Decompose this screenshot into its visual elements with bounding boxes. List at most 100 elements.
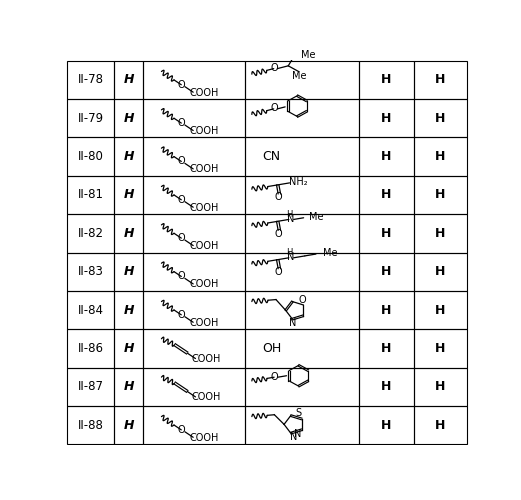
Text: O: O (270, 63, 278, 73)
Text: CN: CN (262, 150, 280, 163)
Text: H: H (381, 342, 392, 355)
Text: NH₂: NH₂ (289, 177, 308, 187)
Text: II-79: II-79 (78, 112, 104, 125)
Text: H: H (381, 112, 392, 125)
Text: O: O (178, 80, 185, 90)
Bar (359, 176, 414, 214)
Bar (114, 329, 143, 368)
Bar (143, 176, 245, 214)
Text: COOH: COOH (189, 202, 218, 212)
Bar (245, 61, 359, 99)
Bar (359, 368, 414, 406)
Text: N: N (294, 428, 301, 438)
Text: II-78: II-78 (78, 74, 104, 86)
Text: O: O (178, 233, 185, 243)
Text: H: H (436, 304, 445, 316)
Text: II-88: II-88 (78, 418, 104, 432)
Text: II-82: II-82 (78, 227, 104, 240)
Bar (67, 176, 114, 214)
Bar (414, 99, 467, 138)
Text: O: O (270, 104, 278, 114)
Bar (414, 368, 467, 406)
Bar (359, 138, 414, 176)
Bar (114, 214, 143, 252)
Text: H: H (436, 188, 445, 202)
Text: COOH: COOH (191, 392, 220, 402)
Text: OH: OH (262, 342, 281, 355)
Bar (143, 368, 245, 406)
Bar (359, 252, 414, 291)
Text: H: H (381, 150, 392, 163)
Bar (245, 252, 359, 291)
Bar (414, 61, 467, 99)
Bar (67, 406, 114, 444)
Bar (114, 406, 143, 444)
Text: S: S (295, 408, 301, 418)
Bar (143, 329, 245, 368)
Bar (67, 99, 114, 138)
Text: H: H (286, 248, 292, 258)
Text: O: O (274, 192, 282, 202)
Text: H: H (123, 227, 134, 240)
Bar (359, 329, 414, 368)
Bar (245, 291, 359, 329)
Bar (245, 368, 359, 406)
Text: II-84: II-84 (78, 304, 104, 316)
Bar (143, 252, 245, 291)
Bar (67, 61, 114, 99)
Bar (359, 291, 414, 329)
Text: II-81: II-81 (78, 188, 104, 202)
Text: COOH: COOH (189, 280, 218, 289)
Text: O: O (274, 228, 282, 238)
Bar (245, 99, 359, 138)
Text: H: H (436, 227, 445, 240)
Bar (359, 99, 414, 138)
Text: COOH: COOH (189, 318, 218, 328)
Bar (359, 61, 414, 99)
Bar (245, 176, 359, 214)
Text: H: H (436, 380, 445, 393)
Text: H: H (286, 210, 292, 219)
Text: H: H (123, 74, 134, 86)
Text: H: H (123, 380, 134, 393)
Text: O: O (178, 156, 185, 166)
Text: COOH: COOH (189, 241, 218, 251)
Text: Me: Me (292, 71, 306, 81)
Bar (359, 406, 414, 444)
Text: II-80: II-80 (78, 150, 104, 163)
Bar (143, 214, 245, 252)
Text: H: H (436, 74, 445, 86)
Text: Me: Me (323, 248, 337, 258)
Bar (414, 214, 467, 252)
Bar (114, 99, 143, 138)
Text: H: H (123, 265, 134, 278)
Bar (67, 252, 114, 291)
Text: II-83: II-83 (78, 265, 104, 278)
Bar (67, 138, 114, 176)
Text: H: H (436, 150, 445, 163)
Text: H: H (123, 150, 134, 163)
Text: H: H (436, 112, 445, 125)
Bar (143, 406, 245, 444)
Bar (67, 329, 114, 368)
Text: O: O (178, 195, 185, 205)
Text: II-86: II-86 (78, 342, 104, 355)
Bar (114, 61, 143, 99)
Text: H: H (381, 265, 392, 278)
Bar (67, 214, 114, 252)
Text: H: H (123, 304, 134, 316)
Bar (143, 99, 245, 138)
Text: H: H (123, 112, 134, 125)
Bar (245, 138, 359, 176)
Bar (245, 329, 359, 368)
Text: H: H (381, 418, 392, 432)
Text: H: H (123, 342, 134, 355)
Text: II-87: II-87 (78, 380, 104, 393)
Text: H: H (381, 227, 392, 240)
Bar (114, 291, 143, 329)
Text: N: N (287, 252, 294, 262)
Text: Me: Me (301, 50, 315, 60)
Text: O: O (298, 295, 306, 305)
Text: COOH: COOH (191, 354, 220, 364)
Text: O: O (178, 118, 185, 128)
